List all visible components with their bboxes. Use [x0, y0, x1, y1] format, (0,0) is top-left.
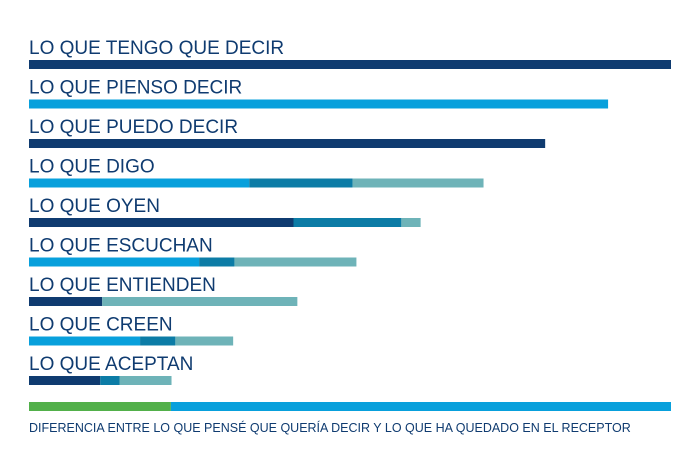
bar-segment [100, 376, 119, 385]
bar-segment [249, 179, 352, 188]
row-label: LO QUE ENTIENDEN [29, 275, 216, 296]
bar-segment [29, 258, 199, 267]
row-label: LO QUE PIENSO DECIR [29, 78, 242, 99]
summary-label: DIFERENCIA ENTRE LO QUE PENSÉ QUE QUERÍA… [29, 420, 631, 435]
chart-row: LO QUE ENTIENDEN [29, 275, 297, 306]
bar-segment [29, 179, 249, 188]
summary-bar [29, 402, 671, 411]
bar-segment [29, 376, 100, 385]
chart-row: LO QUE ACEPTAN [29, 354, 193, 385]
bar-segment [294, 218, 402, 227]
bar-segment [234, 258, 356, 267]
row-label: LO QUE OYEN [29, 196, 160, 217]
bar-segment [175, 337, 233, 346]
chart-row: LO QUE OYEN [29, 196, 421, 227]
bar-segment [29, 60, 671, 69]
chart-rows: LO QUE TENGO QUE DECIR LO QUE PIENSO DECI… [29, 38, 671, 385]
row-label: LO QUE DIGO [29, 157, 155, 178]
summary-bar-segment [171, 402, 671, 411]
row-label: LO QUE TENGO QUE DECIR [29, 38, 284, 59]
row-label: LO QUE PUEDO DECIR [29, 117, 238, 138]
summary-group: DIFERENCIA ENTRE LO QUE PENSÉ QUE QUERÍA… [29, 402, 671, 435]
bar-segment [29, 297, 102, 306]
bar-segment [29, 337, 140, 346]
bar-segment [120, 376, 172, 385]
bar-segment [140, 337, 175, 346]
bar-segment [353, 179, 484, 188]
row-label: LO QUE CREEN [29, 315, 173, 336]
bar-segment [29, 139, 545, 148]
bar-segment [102, 297, 297, 306]
chart-row: LO QUE CREEN [29, 315, 233, 346]
row-label: LO QUE ESCUCHAN [29, 236, 213, 257]
chart-row: LO QUE TENGO QUE DECIR [29, 38, 671, 69]
bar-segment [29, 100, 608, 109]
bar-segment [199, 258, 234, 267]
chart-row: LO QUE PIENSO DECIR [29, 78, 608, 109]
chart-row: LO QUE DIGO [29, 157, 484, 188]
bar-segment [29, 218, 294, 227]
summary-bar-segment [29, 402, 171, 411]
row-label: LO QUE ACEPTAN [29, 354, 193, 375]
chart-row: LO QUE PUEDO DECIR [29, 117, 545, 148]
chart-row: LO QUE ESCUCHAN [29, 236, 356, 267]
bar-segment [401, 218, 420, 227]
